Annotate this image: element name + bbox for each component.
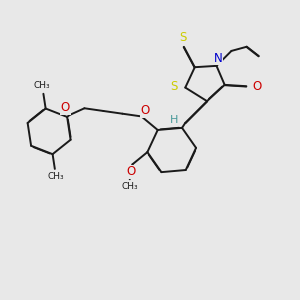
Text: CH₃: CH₃ bbox=[34, 81, 50, 90]
Text: O: O bbox=[141, 104, 150, 118]
Text: O: O bbox=[127, 165, 136, 178]
Text: CH₃: CH₃ bbox=[122, 182, 138, 191]
Text: O: O bbox=[61, 101, 70, 114]
Text: H: H bbox=[170, 115, 178, 125]
Text: S: S bbox=[179, 31, 186, 44]
Text: O: O bbox=[253, 80, 262, 93]
Text: N: N bbox=[214, 52, 222, 65]
Text: S: S bbox=[170, 80, 178, 93]
Text: CH₃: CH₃ bbox=[48, 172, 64, 182]
